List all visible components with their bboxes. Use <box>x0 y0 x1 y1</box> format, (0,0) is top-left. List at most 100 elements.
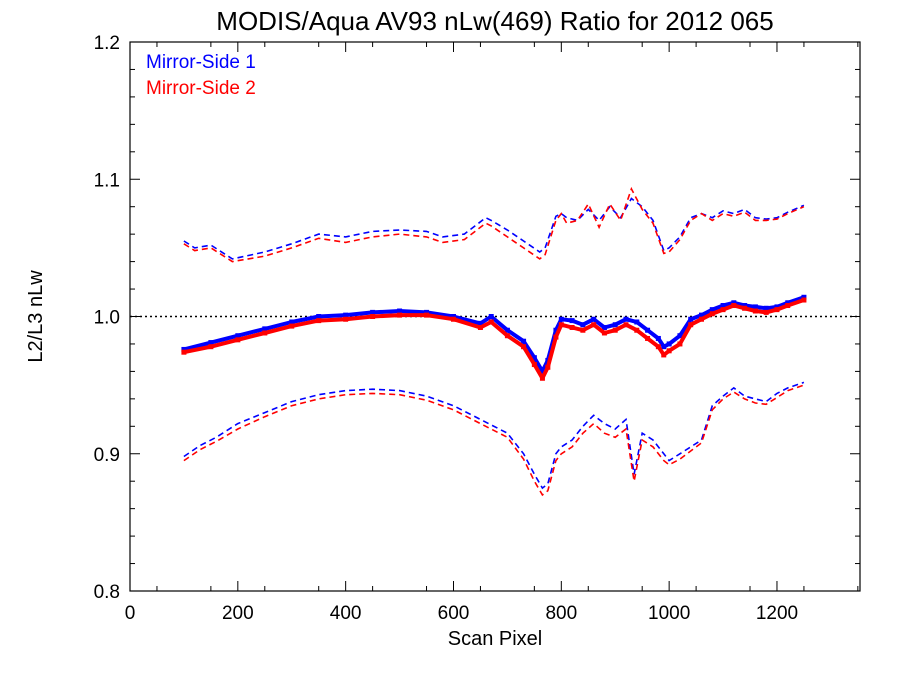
series-mirror-side-1-point <box>645 327 651 333</box>
legend: Mirror-Side 1 Mirror-Side 2 <box>146 52 256 99</box>
series-mirror-side-2-point <box>531 362 537 368</box>
series-mirror-side-2-lower-line <box>183 384 805 497</box>
series-mirror-side-1-point <box>262 326 268 332</box>
series-mirror-side-2-point <box>731 303 737 309</box>
series-mirror-side-1-point <box>424 309 430 315</box>
series-mirror-side-1-point <box>666 341 672 347</box>
series-layer <box>181 186 807 497</box>
series-mirror-side-2-point <box>688 322 694 328</box>
series-mirror-side-1-point <box>289 319 295 325</box>
series-mirror-side-1-point <box>655 335 661 341</box>
series-mirror-side-2-point <box>235 337 241 343</box>
series-mirror-side-2-point <box>591 322 597 328</box>
series-mirror-side-2-point <box>720 307 726 313</box>
series-mirror-side-2-point <box>450 316 456 322</box>
y-tick-label: 0.8 <box>94 582 120 603</box>
series-mirror-side-1-point <box>774 304 780 310</box>
series-mirror-side-1-point <box>531 355 537 361</box>
series-mirror-side-2-point <box>569 324 575 330</box>
x-tick-label: 1000 <box>648 603 690 624</box>
series-mirror-side-1-point <box>801 294 807 300</box>
series-mirror-side-2-point <box>601 330 607 336</box>
x-tick-label: 800 <box>545 603 577 624</box>
y-tick-label: 0.9 <box>94 445 120 466</box>
series-mirror-side-2-point <box>801 297 807 303</box>
series-mirror-side-2-point <box>488 319 494 325</box>
series-mirror-side-2-point <box>539 375 545 381</box>
series-mirror-side-1-point <box>720 303 726 309</box>
y-tick-label: 1.1 <box>94 170 120 191</box>
series-mirror-side-1-upper-line <box>183 197 805 260</box>
ticks-layer: 0 200 400 600 800 1000 1200 0.8 0.9 1.0 1.1 1.2 <box>94 33 860 624</box>
legend-entry-mirror-side-1: Mirror-Side 1 <box>146 52 256 73</box>
series-mirror-side-2-point <box>370 314 376 319</box>
series-mirror-side-2-point <box>677 341 683 347</box>
series-mirror-side-1-point <box>591 316 597 322</box>
series-mirror-side-2-point <box>262 330 268 336</box>
series-mirror-side-1-point <box>785 300 791 306</box>
series-mirror-side-2-point <box>521 344 527 350</box>
chart-title: MODIS/Aqua AV93 nLw(469) Ratio for 2012 … <box>216 6 773 36</box>
series-mirror-side-2-point <box>655 344 661 350</box>
series-mirror-side-2-point <box>558 322 564 328</box>
series-mirror-side-1-point <box>539 368 545 374</box>
series-mirror-side-1-point <box>677 333 683 339</box>
y-tick-label: 1.0 <box>94 308 120 329</box>
series-mirror-side-1-point <box>504 327 510 333</box>
series-mirror-side-2-point <box>634 327 640 333</box>
series-mirror-side-2-point <box>397 312 403 318</box>
series-mirror-side-2-point <box>181 349 187 355</box>
series-mirror-side-2-point <box>424 312 430 318</box>
series-mirror-side-1-lower-line <box>183 381 805 490</box>
series-mirror-side-2-point <box>553 334 559 340</box>
series-mirror-side-2-point <box>698 316 704 322</box>
x-tick-label: 1200 <box>756 603 798 624</box>
series-mirror-side-1-point <box>752 304 758 310</box>
series-mirror-side-1-point <box>742 303 748 309</box>
series-mirror-side-1-point <box>397 308 403 314</box>
x-tick-label: 200 <box>222 603 254 624</box>
y-tick-label: 1.2 <box>94 33 120 54</box>
series-mirror-side-1-point <box>208 340 214 346</box>
series-mirror-side-1-point <box>488 314 494 319</box>
series-mirror-side-1-point <box>235 333 241 339</box>
series-mirror-side-1-point <box>612 322 618 328</box>
series-mirror-side-1-point <box>698 312 704 318</box>
series-mirror-side-1-point <box>450 314 456 319</box>
series-mirror-side-1-point <box>634 319 640 325</box>
series-mirror-side-2-point <box>752 308 758 314</box>
series-mirror-side-1-point <box>181 346 187 352</box>
series-mirror-side-1-point <box>661 344 667 350</box>
series-mirror-side-2-point <box>289 323 295 329</box>
legend-entry-mirror-side-2: Mirror-Side 2 <box>146 78 256 99</box>
series-mirror-side-1-point <box>316 314 322 319</box>
series-mirror-side-1-point <box>709 307 715 313</box>
series-mirror-side-2-point <box>580 327 586 333</box>
x-tick-label: 0 <box>125 603 136 624</box>
series-mirror-side-2-point <box>763 309 769 315</box>
series-mirror-side-1-point <box>580 322 586 328</box>
series-mirror-side-1-point <box>731 300 737 306</box>
series-mirror-side-2-point <box>477 324 483 330</box>
series-mirror-side-2-point <box>545 364 551 370</box>
series-mirror-side-2-point <box>623 322 629 328</box>
series-mirror-side-2-point <box>343 316 349 322</box>
series-mirror-side-1-point <box>553 327 559 333</box>
series-mirror-side-2-point <box>774 307 780 313</box>
series-mirror-side-1-point <box>763 305 769 311</box>
series-mirror-side-2-point <box>504 333 510 339</box>
series-mirror-side-1-point <box>370 309 376 315</box>
series-mirror-side-2-upper-line <box>183 186 805 263</box>
series-mirror-side-2-point <box>661 352 667 358</box>
series-mirror-side-2-point <box>612 327 618 333</box>
x-axis-label: Scan Pixel <box>448 628 543 650</box>
series-mirror-side-2-point <box>645 335 651 341</box>
series-mirror-side-2-point <box>316 318 322 324</box>
series-mirror-side-1-point <box>601 324 607 330</box>
x-tick-label: 600 <box>438 603 470 624</box>
series-mirror-side-1-point <box>688 316 694 322</box>
series-mirror-side-1-point <box>477 320 483 326</box>
series-mirror-side-2-point <box>785 303 791 309</box>
x-tick-label: 400 <box>330 603 362 624</box>
